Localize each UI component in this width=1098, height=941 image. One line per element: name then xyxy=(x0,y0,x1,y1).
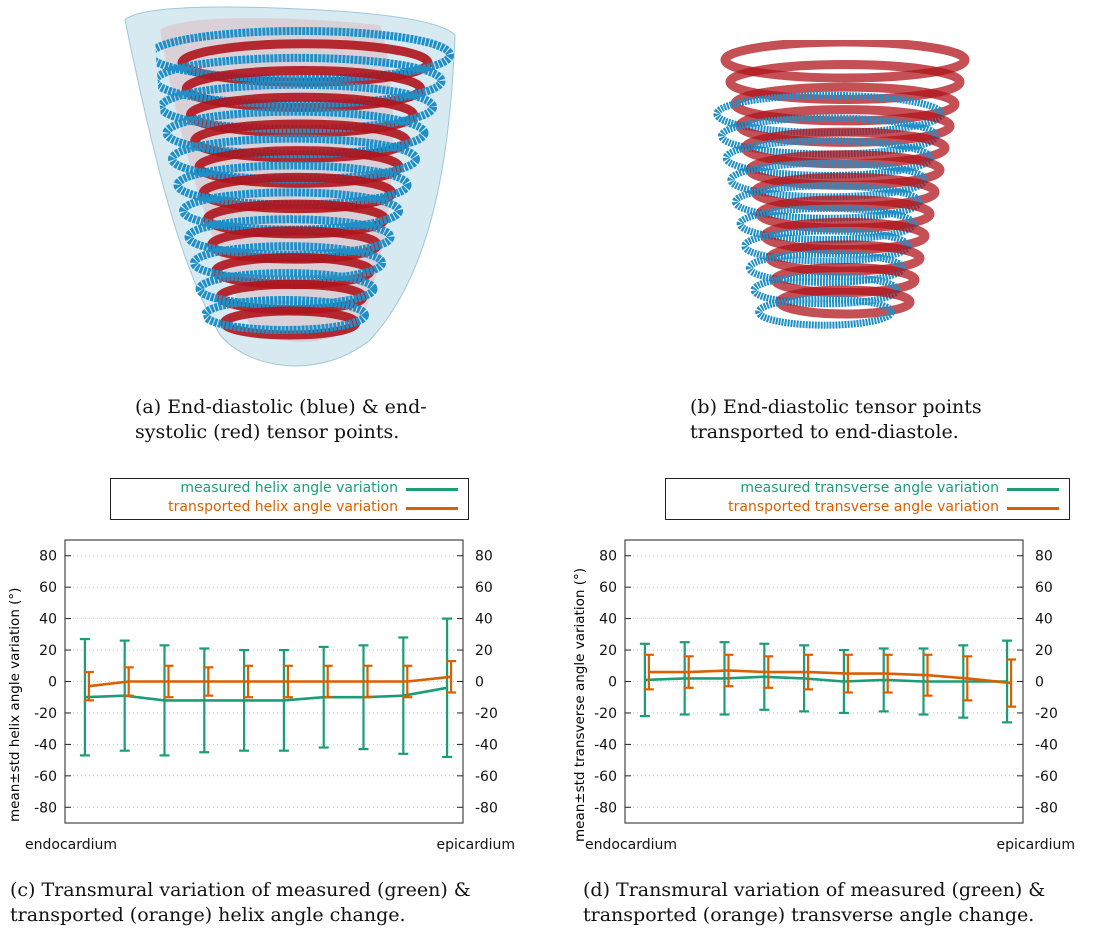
y-tick-label-right: 40 xyxy=(1035,612,1053,628)
es-ring xyxy=(725,60,965,104)
series-0 xyxy=(79,617,453,759)
y-tick-label-right: -20 xyxy=(1035,706,1058,722)
plot-frame xyxy=(624,539,1024,824)
legend-item-transported: transported helix angle variation xyxy=(111,498,468,517)
chart-c: 80 80 60 60 40 40 20 20 0 0 -20 -20 -40 -40 -60 -60 -80 -… xyxy=(25,539,515,853)
y-tick-label-right: 40 xyxy=(475,612,493,628)
y-tick-label-left: -20 xyxy=(594,706,617,722)
y-tick-label-left: 0 xyxy=(48,675,57,691)
ed-ring xyxy=(195,269,378,309)
y-tick-label-right: -60 xyxy=(1035,769,1058,785)
panel-b-image xyxy=(713,40,970,329)
y-tick-label-left: -80 xyxy=(34,800,57,816)
series-0 xyxy=(639,639,1013,724)
ed-ring xyxy=(713,91,945,137)
y-tick-label-right: -40 xyxy=(1035,737,1058,753)
x-tick-label-left: endocardium xyxy=(585,837,677,853)
y-tick-label-left: 20 xyxy=(39,643,57,659)
ed-ring xyxy=(731,182,923,222)
legend-d: measured transverse angle variation tran… xyxy=(665,478,1070,520)
caption-c: (c) Transmural variation of measured (gr… xyxy=(10,879,471,926)
caption-a: (a) End-diastolic (blue) & end- systolic… xyxy=(135,396,427,443)
y-tick-label-left: -60 xyxy=(594,769,617,785)
caption-b: (b) End-diastolic tensor points transpor… xyxy=(690,396,982,443)
y-tick-label-right: -20 xyxy=(475,706,498,722)
y-tick-label-right: -80 xyxy=(1035,800,1058,816)
x-tick-label-left: endocardium xyxy=(25,837,117,853)
y-tick-label-right: 60 xyxy=(1035,580,1053,596)
y-tick-label-left: -80 xyxy=(594,800,617,816)
ed-ring xyxy=(750,272,901,308)
ed-ring xyxy=(157,80,437,134)
caption-d: (d) Transmural variation of measured (gr… xyxy=(583,879,1046,926)
y-tick-label-right: 20 xyxy=(1035,643,1053,659)
ed-ring xyxy=(173,161,412,209)
y-tick-label-right: 80 xyxy=(1035,549,1053,565)
es-ring xyxy=(720,40,970,83)
series-line xyxy=(644,675,1008,683)
transported-point-rings xyxy=(713,40,970,329)
series-line xyxy=(648,669,1012,685)
y-tick-label-left: -20 xyxy=(34,706,57,722)
legend-item-transported: transported transverse angle variation xyxy=(666,498,1069,517)
legend-item-measured: measured transverse angle variation xyxy=(666,479,1069,498)
series-1 xyxy=(83,659,457,702)
y-tick-label-right: 60 xyxy=(475,580,493,596)
legend-c: measured helix angle variation transport… xyxy=(110,478,469,520)
chart-d: 80 80 60 60 40 40 20 20 0 0 -20 -20 -40 -40 -60 -60 -80 -… xyxy=(585,539,1075,853)
ed-ring xyxy=(201,296,369,334)
panel-a-image xyxy=(124,6,456,367)
y-tick-label-right: -40 xyxy=(475,737,498,753)
y-tick-label-left: -40 xyxy=(594,737,617,753)
y-tick-label-right: -60 xyxy=(475,769,498,785)
y-tick-label-left: 40 xyxy=(599,612,617,628)
ed-ring xyxy=(155,27,454,83)
y-tick-label-left: 0 xyxy=(608,675,617,691)
ed-ring xyxy=(741,227,912,265)
y-tick-label-left: 60 xyxy=(39,580,57,596)
series-line xyxy=(84,686,448,702)
y-tick-label-left: 20 xyxy=(599,643,617,659)
y-tick-label-left: -60 xyxy=(34,769,57,785)
y-tick-label-right: -80 xyxy=(475,800,498,816)
legend-item-measured: measured helix angle variation xyxy=(111,479,468,498)
x-tick-label-right: epicardium xyxy=(437,837,515,853)
y-tick-label-right: 80 xyxy=(475,549,493,565)
tensor-point-rings xyxy=(155,27,454,340)
ed-ring xyxy=(736,204,918,244)
series-1 xyxy=(643,653,1017,708)
ed-ring xyxy=(745,250,906,286)
y-tick-label-right: 0 xyxy=(1035,675,1044,691)
plot-frame xyxy=(64,539,464,824)
x-tick-label-right: epicardium xyxy=(997,837,1075,853)
ed-ring xyxy=(755,295,895,329)
y-tick-label-left: 80 xyxy=(599,549,617,565)
y-tick-label-right: 0 xyxy=(475,675,484,691)
series-line xyxy=(88,675,452,688)
y-tick-label-left: 40 xyxy=(39,612,57,628)
y-tick-label-left: 60 xyxy=(599,580,617,596)
y-tick-label-left: -40 xyxy=(34,737,57,753)
y-tick-label-left: 80 xyxy=(39,549,57,565)
y-tick-label-right: 20 xyxy=(475,643,493,659)
